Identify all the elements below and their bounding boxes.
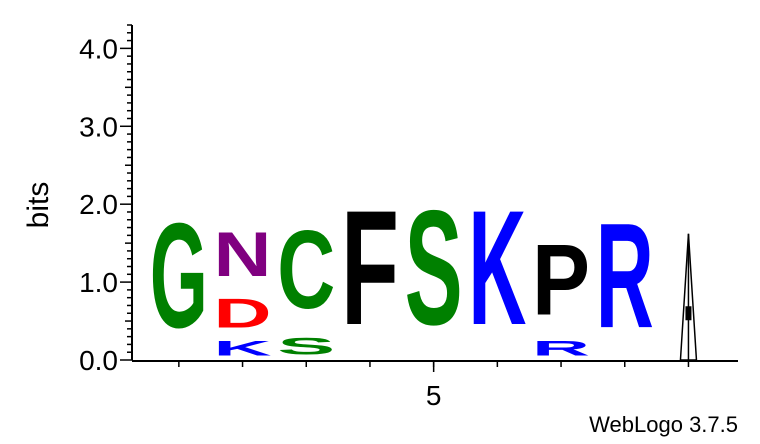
y-tick-label: 2.0 <box>79 189 118 220</box>
x-axis: 5 <box>132 360 738 411</box>
logo-letter-p: P <box>532 223 590 335</box>
y-tick-label: 0.0 <box>79 345 118 376</box>
logo-letter-r: R <box>596 193 654 360</box>
logo-letter-g: G <box>150 193 208 360</box>
logo-letter-s: S <box>277 333 335 360</box>
logo-letter-k: K <box>214 337 272 360</box>
y-tick-label: 4.0 <box>79 33 118 64</box>
y-tick-label: 3.0 <box>79 111 118 142</box>
error-bars <box>679 233 698 361</box>
logo-letter-s: S <box>405 175 463 359</box>
y-tick-label: 1.0 <box>79 267 118 298</box>
logo-letter-c: C <box>277 207 335 332</box>
logo-letter-k: K <box>468 177 526 360</box>
error-bar-mark <box>685 306 692 321</box>
logo-letter-r: R <box>532 337 590 360</box>
weblogo-credit: WebLogo 3.7.5 <box>589 412 738 437</box>
logo-letter-d: D <box>214 290 272 337</box>
logo-letter-n: N <box>214 220 272 290</box>
y-axis-label: bits <box>22 182 55 229</box>
logo-letter-f: F <box>341 177 399 359</box>
y-axis: 0.0 1.0 2.0 3.0 4.0 <box>79 24 133 376</box>
x-tick-label: 5 <box>426 380 442 411</box>
